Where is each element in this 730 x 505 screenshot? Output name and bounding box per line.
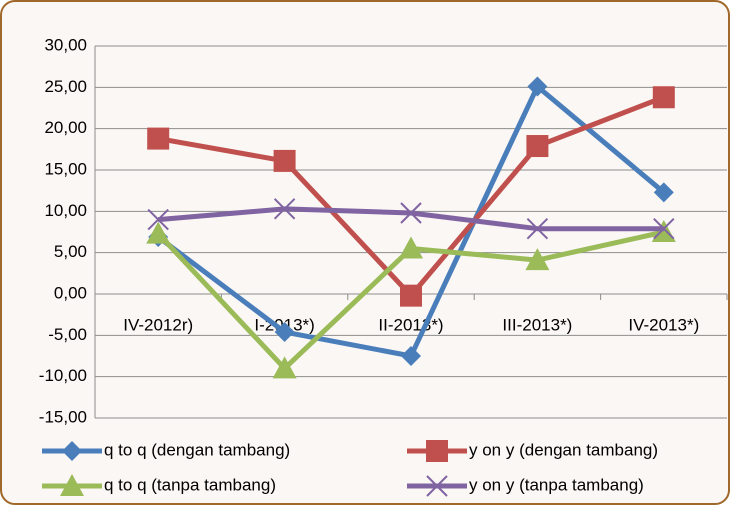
y-tick-label: -10,00 — [39, 366, 87, 385]
y-tick-label: 30,00 — [44, 35, 87, 54]
x-tick-label: IV-2013*) — [628, 315, 699, 334]
y-tick-label: 10,00 — [44, 201, 87, 220]
y-tick-label: 20,00 — [44, 118, 87, 137]
chart: -15,00 -10,00 -5,00 0,00 5,00 10,00 15,00 20,00… — [0, 0, 730, 505]
legend-label: y on y (dengan tambang) — [469, 440, 658, 459]
y-tick-label: -15,00 — [39, 407, 87, 426]
data-point — [274, 150, 296, 172]
y-tick-label: 5,00 — [54, 242, 87, 261]
y-tick-label: 25,00 — [44, 77, 87, 96]
y-tick-label: 0,00 — [54, 283, 87, 302]
x-tick-label: IV-2012r) — [123, 315, 193, 334]
legend-marker — [426, 440, 448, 462]
y-tick-label: 15,00 — [44, 159, 87, 178]
data-point — [653, 86, 675, 108]
page: {"chart_data": {"type": "line", "categor… — [0, 0, 730, 505]
legend-label: q to q (tanpa tambang) — [104, 475, 276, 494]
data-point — [147, 128, 169, 150]
data-point — [400, 285, 422, 307]
legend-label: q to q (dengan tambang) — [104, 440, 290, 459]
data-point — [526, 135, 548, 157]
legend-label: y on y (tanpa tambang) — [469, 475, 644, 494]
x-tick-label: II-2013*) — [378, 315, 443, 334]
x-tick-label: III-2013*) — [502, 315, 572, 334]
y-tick-label: -5,00 — [48, 325, 87, 344]
